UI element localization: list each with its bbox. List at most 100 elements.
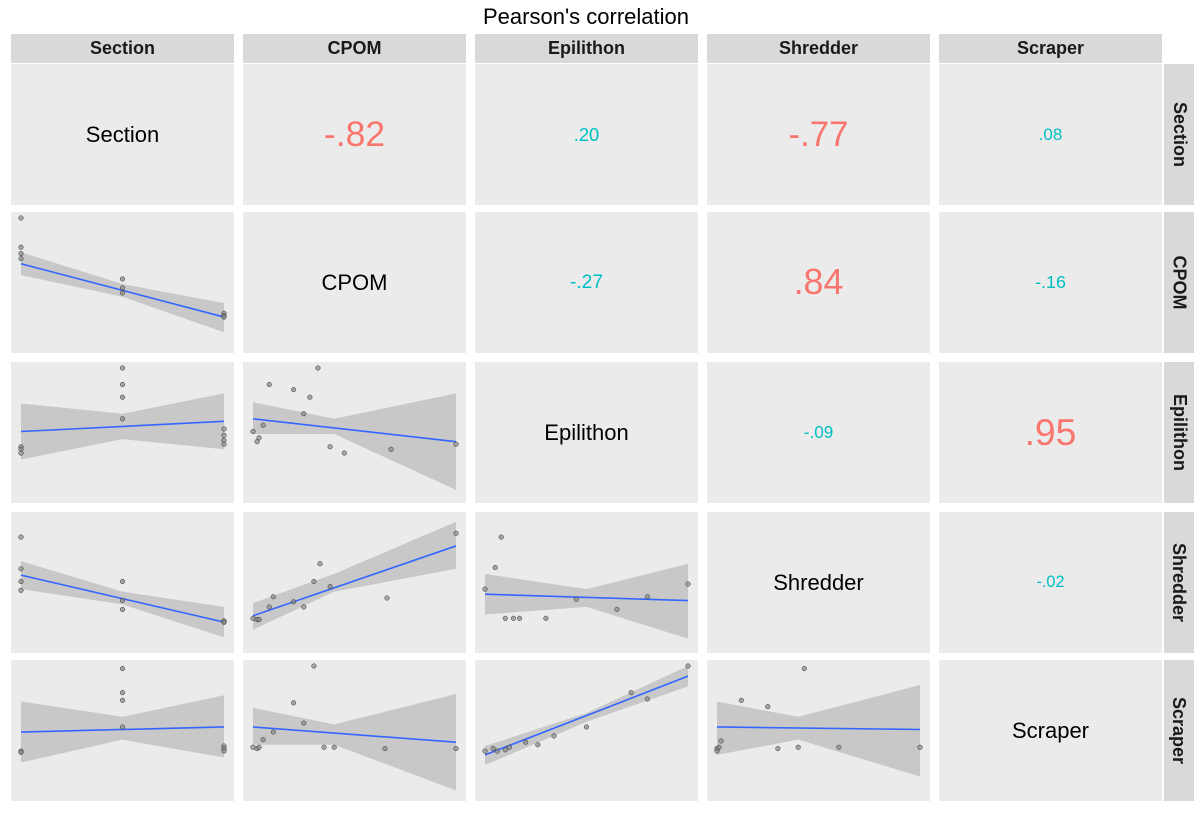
correlation-panel-shredder-scraper: -.02 (939, 512, 1162, 653)
data-point (301, 720, 307, 726)
data-point (836, 744, 842, 750)
correlation-panel-epilithon-scraper: .95 (939, 362, 1162, 503)
data-point (382, 746, 388, 752)
data-point (18, 256, 24, 262)
correlation-panel-section-epilithon: .20 (475, 64, 698, 205)
data-point (644, 696, 650, 702)
data-point (307, 394, 313, 400)
correlation-value-label: .95 (1024, 411, 1077, 453)
correlation-value-label: -.16 (1035, 272, 1066, 292)
correlation-value-label: .08 (1038, 124, 1063, 144)
data-point (221, 441, 227, 447)
data-point (628, 690, 634, 696)
data-point (331, 744, 337, 750)
row-header-label: CPOM (1169, 255, 1190, 310)
data-point (119, 697, 126, 703)
data-point (119, 381, 126, 388)
correlation-panel-cpom-shredder: .84 (707, 212, 930, 353)
data-point (291, 599, 297, 605)
data-point (119, 290, 126, 296)
correlation-panel-section-scraper: .08 (939, 64, 1162, 205)
data-point (18, 251, 24, 257)
regression-line (20, 420, 225, 433)
diagonal-label: Section (85, 121, 160, 147)
data-point (119, 416, 126, 422)
data-point (716, 744, 722, 750)
data-point (917, 744, 923, 750)
diagonal-panel-shredder: Shredder (707, 512, 930, 653)
diagonal-panel-epilithon: Epilithon (475, 362, 698, 503)
data-point (801, 665, 807, 672)
column-header-epilithon: Epilithon (475, 34, 698, 63)
scatter-panel-epilithon-vs-scraper (475, 660, 698, 801)
data-point (453, 441, 459, 447)
row-header-cpom: CPOM (1164, 212, 1194, 353)
diagonal-label: CPOM (321, 269, 388, 295)
data-point (301, 411, 307, 417)
scatter-panel-cpom-vs-shredder (243, 512, 466, 653)
data-point (119, 690, 126, 696)
scatter-plot (18, 534, 227, 638)
data-point (18, 215, 24, 221)
column-header-shredder: Shredder (707, 34, 930, 63)
row-header-scraper: Scraper (1164, 660, 1194, 801)
correlation-value-label: .20 (573, 123, 600, 145)
data-point (18, 749, 24, 755)
regression-line (716, 726, 921, 731)
diagonal-panel-cpom: CPOM (243, 212, 466, 353)
data-point (18, 587, 24, 593)
correlation-panel-cpom-scraper: -.16 (939, 212, 1162, 353)
data-point (291, 387, 297, 393)
scatter-plot (250, 663, 459, 791)
data-point (221, 426, 227, 432)
regression-line (252, 418, 457, 443)
scatter-panel-section-vs-cpom (11, 212, 234, 353)
confidence-band (253, 521, 456, 630)
data-point (119, 724, 126, 730)
data-point (221, 619, 227, 625)
regression-line (252, 726, 457, 743)
data-point (453, 530, 459, 536)
data-point (482, 748, 488, 754)
data-point (775, 746, 781, 752)
data-point (516, 615, 523, 621)
scatter-plot (482, 663, 691, 766)
data-point (644, 594, 650, 600)
data-point (315, 365, 321, 371)
data-point (738, 697, 744, 703)
regression-line (484, 675, 689, 756)
diagonal-label: Scraper (1011, 717, 1090, 743)
column-header-section: Section (11, 34, 234, 63)
data-point (260, 422, 266, 428)
data-point (685, 581, 691, 587)
diagonal-label: Shredder (773, 569, 864, 595)
data-point (119, 276, 126, 282)
data-point (221, 314, 227, 320)
data-point (311, 663, 317, 669)
data-point (523, 739, 529, 745)
scatter-panel-cpom-vs-epilithon (243, 362, 466, 503)
data-point (301, 604, 307, 610)
data-point (502, 615, 508, 621)
column-header-scraper: Scraper (939, 34, 1162, 63)
correlation-value-label: -.02 (1036, 573, 1065, 591)
data-point (341, 450, 347, 456)
data-point (119, 606, 126, 612)
data-point (256, 617, 262, 623)
data-point (543, 615, 549, 621)
row-header-epilithon: Epilithon (1164, 362, 1194, 503)
scatter-panel-section-vs-shredder (11, 512, 234, 653)
data-point (765, 704, 771, 710)
scatter-plot (18, 665, 227, 763)
data-point (266, 604, 272, 610)
data-point (583, 724, 590, 730)
data-point (119, 578, 126, 585)
data-point (327, 444, 333, 450)
regression-line (484, 593, 689, 602)
data-point (119, 394, 126, 400)
row-header-section: Section (1164, 64, 1194, 205)
scatter-panel-section-vs-epilithon (11, 362, 234, 503)
correlation-value-label: -.82 (323, 114, 386, 154)
data-point (492, 564, 498, 571)
row-header-label: Scraper (1169, 696, 1190, 765)
